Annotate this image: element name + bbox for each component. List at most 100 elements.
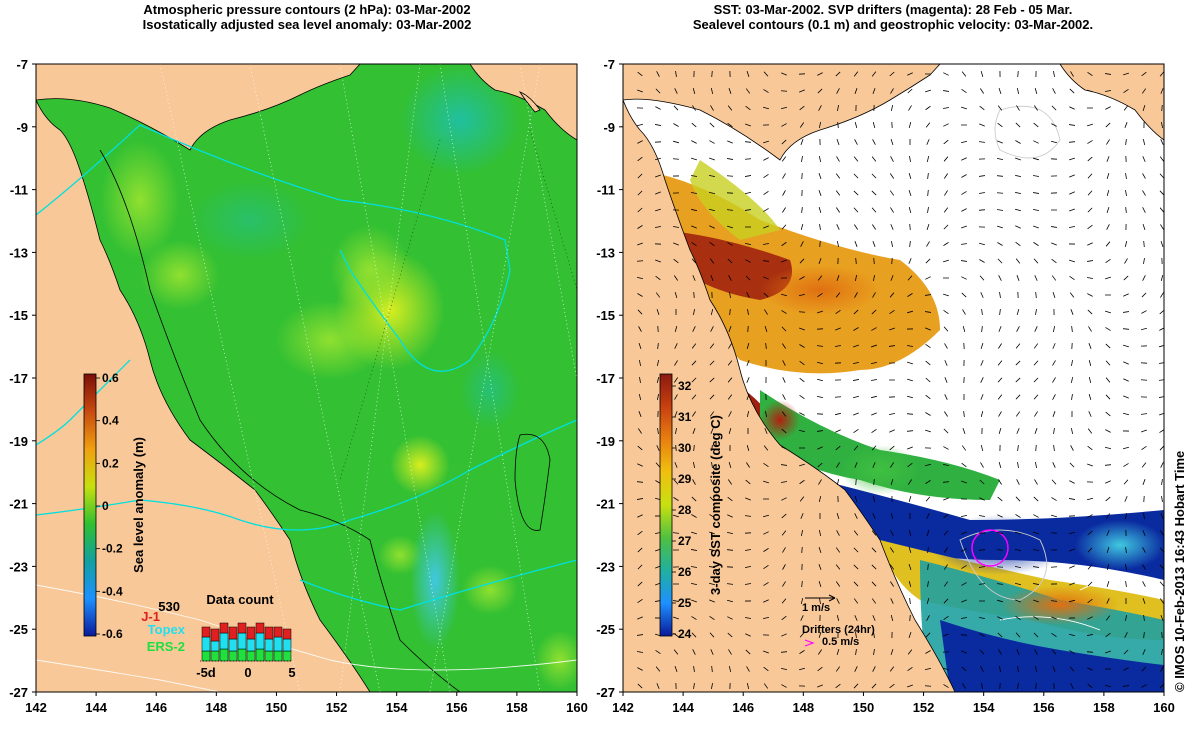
colorbar-tick-label: 29	[678, 472, 692, 486]
lat-tick-label: -27	[596, 685, 615, 700]
right-title-line1: SST: 03-Mar-2002. SVP drifters (magenta)…	[713, 2, 1073, 17]
data-count-xtick-start: -5d	[196, 665, 216, 680]
data-count-bar	[273, 626, 283, 638]
lon-tick-label: 152	[326, 700, 348, 715]
data-count-bar	[246, 650, 256, 662]
left-colorbar-bar	[83, 373, 97, 637]
data-count-bars	[201, 622, 292, 662]
lat-tick-label: -19	[9, 434, 28, 449]
data-count-bar	[282, 628, 292, 640]
lat-tick-label: -13	[9, 245, 28, 260]
data-count-bar	[219, 632, 229, 650]
lon-tick-label: 150	[266, 700, 288, 715]
data-count-bar	[219, 622, 229, 634]
lat-tick-label: -13	[596, 245, 615, 260]
lon-tick-label: 146	[732, 700, 754, 715]
data-count-bar	[264, 638, 274, 652]
colorbar-tick-label: 0.2	[102, 456, 119, 470]
colorbar-tick-label: 31	[678, 410, 692, 424]
lon-tick-label: 158	[1093, 700, 1115, 715]
data-count-bar	[201, 626, 211, 638]
data-count-bar	[246, 626, 256, 640]
data-count-bar	[210, 640, 220, 652]
right-title-line2: Sealevel contours (0.1 m) and geostrophi…	[692, 17, 1094, 32]
lon-tick-label: 148	[792, 700, 814, 715]
data-count-bar	[219, 648, 229, 662]
lon-tick-label: 144	[85, 700, 107, 715]
credit-text: © IMOS 10-Feb-2013 16:43 Hobart Time	[1172, 450, 1187, 692]
drifters-speed: 0.5 m/s	[822, 636, 859, 648]
data-count-label: Data count	[206, 592, 274, 607]
left-title-line2: Isostatically adjusted sea level anomaly…	[142, 17, 472, 32]
lat-tick-label: -17	[9, 371, 28, 386]
data-count-bar	[273, 650, 283, 662]
bathymetry-contour-east	[514, 433, 551, 531]
lon-tick-label: 156	[1033, 700, 1055, 715]
colorbar-tick-label: 0.6	[102, 371, 119, 385]
colorbar-tick-label: 26	[678, 565, 692, 579]
left-title-line1: Atmospheric pressure contours (2 hPa): 0…	[143, 2, 471, 17]
data-count-bar	[273, 636, 283, 652]
lat-tick-label: -15	[9, 308, 28, 323]
lat-tick-label: -21	[9, 497, 28, 512]
colorbar-tick-label: 0.4	[102, 414, 119, 428]
data-count-bar	[210, 650, 220, 662]
data-count-legend: 530 J-1 Topex ERS-2 Data count -5d 0 5	[141, 592, 295, 680]
data-count-bar	[237, 648, 247, 662]
lon-tick-label: 150	[853, 700, 875, 715]
lat-tick-label: -23	[596, 559, 615, 574]
data-count-bar	[237, 622, 247, 634]
colorbar-tick-label: 25	[678, 596, 692, 610]
lat-tick-label: -23	[9, 559, 28, 574]
lon-tick-label: 142	[612, 700, 634, 715]
data-count-bar	[228, 638, 238, 652]
drifters-label: Drifters (24hr)	[802, 624, 875, 636]
lat-tick-label: -27	[9, 685, 28, 700]
legend-j1: J-1	[141, 609, 160, 624]
pressure-contours	[36, 124, 577, 611]
right-colorbar-bar	[659, 373, 673, 637]
data-count-total: 530	[158, 599, 180, 614]
data-count-bar	[282, 650, 292, 662]
satellite-tracks	[159, 64, 577, 692]
data-count-xtick-end: 5	[288, 665, 295, 680]
data-count-bar	[210, 628, 220, 642]
lon-tick-label: 156	[446, 700, 468, 715]
data-count-bar	[264, 626, 274, 640]
right-title: SST: 03-Mar-2002. SVP drifters (magenta)…	[622, 2, 1164, 32]
colorbar-tick-label: 32	[678, 379, 692, 393]
lat-tick-label: -11	[10, 183, 28, 198]
velocity-scale: 1 m/s Drifters (24hr) 0.5 m/s	[802, 594, 875, 648]
data-count-bar	[255, 622, 265, 634]
left-colorbar: 0.6 0.4 0.2 0 -0.2 -0.4 -0.6 Sea level anomaly…	[83, 371, 146, 641]
right-land	[623, 64, 1164, 692]
data-count-bar	[228, 626, 238, 640]
lon-tick-label: 152	[913, 700, 935, 715]
legend-ers2: ERS-2	[147, 639, 185, 654]
data-count-bar	[201, 650, 211, 662]
left-map	[36, 64, 577, 692]
colorbar-tick-label: 24	[678, 627, 692, 641]
colorbar-tick-label: 27	[678, 534, 692, 548]
lat-tick-label: -9	[603, 120, 615, 135]
colorbar-tick-label: 28	[678, 503, 692, 517]
colorbar-tick-label: -0.4	[102, 584, 123, 598]
lon-tick-label: 158	[506, 700, 528, 715]
data-count-bar	[255, 632, 265, 650]
colorbar-tick-label: 0	[102, 499, 109, 513]
bathymetry-contour	[99, 149, 461, 692]
data-count-bar	[228, 650, 238, 662]
lat-tick-label: -25	[9, 622, 28, 637]
left-axes: 142 144 146 148 150 152 154 156 158 160 -7 -9 -11 -13…	[9, 57, 588, 715]
lat-tick-label: -9	[16, 120, 28, 135]
lat-tick-label: -7	[603, 57, 615, 72]
lon-tick-label: 160	[566, 700, 588, 715]
lon-tick-label: 148	[205, 700, 227, 715]
data-count-bar	[201, 636, 211, 652]
lat-tick-label: -7	[16, 57, 28, 72]
right-colorbar: 32 31 30 29 28 27 26 25 24 3-day SST composite (…	[659, 373, 723, 641]
left-title: Atmospheric pressure contours (2 hPa): 0…	[36, 2, 578, 32]
right-colorbar-ticks: 32 31 30 29 28 27 26 25 24	[672, 379, 692, 641]
lat-tick-label: -21	[596, 497, 615, 512]
colorbar-tick-label: -0.2	[102, 542, 123, 556]
